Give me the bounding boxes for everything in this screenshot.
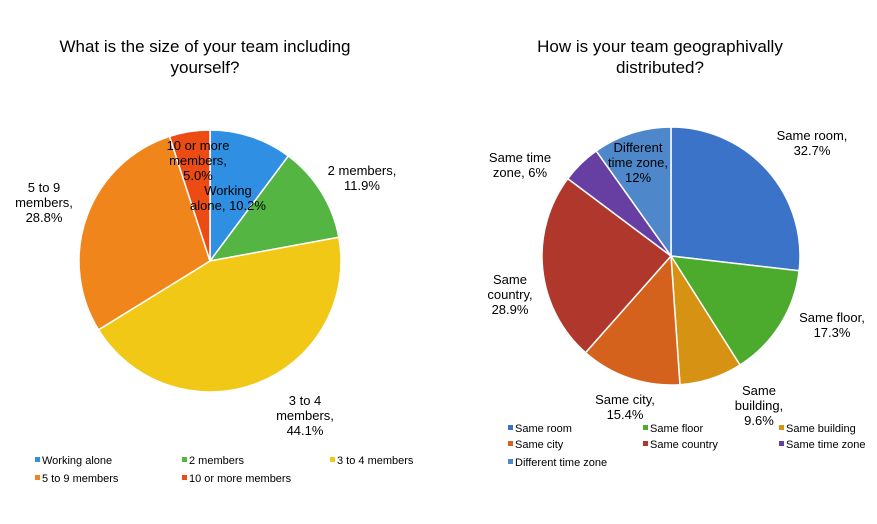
legend-swatch <box>643 425 648 430</box>
chart-1-title: What is the size of your team including … <box>59 37 351 77</box>
legend-swatch <box>182 475 187 480</box>
legend-swatch <box>182 457 187 462</box>
slice-2-members <box>208 154 340 263</box>
legend-item-same-building: Same building <box>779 423 856 435</box>
slice-3-to-4-members <box>97 236 342 393</box>
legend-swatch <box>35 457 40 462</box>
chart-1: Working alone, 10.2% 2 members, 11.9% 3 to 4… <box>15 129 414 485</box>
legend-label: Same city <box>515 439 564 451</box>
legend-swatch <box>779 441 784 446</box>
slice-same-room <box>670 126 801 272</box>
legend-label: Same country <box>650 439 718 451</box>
chart-2: Same room, 32.7% Same floor, 17.3% Same build… <box>487 126 865 469</box>
legend-label: 2 members <box>189 455 245 467</box>
data-label-same-building: Same building, 9.6% <box>735 383 783 428</box>
slice-different-time-zone <box>595 126 672 259</box>
legend-item-same-floor: Same floor <box>643 423 704 435</box>
slice-5-to-9-members <box>78 135 211 331</box>
legend-swatch <box>508 441 513 446</box>
legend-item-same-room: Same room <box>508 423 572 435</box>
data-label-same-room: Same room, 32.7% <box>777 128 848 158</box>
slice-same-country <box>541 177 673 354</box>
data-label-5-to-9-members: 5 to 9 members, 28.8% <box>15 180 73 225</box>
legend-swatch <box>330 457 335 462</box>
legend-label: 10 or more members <box>189 473 292 485</box>
legend-swatch <box>508 425 513 430</box>
legend-swatch <box>35 475 40 480</box>
slice-10-or-more-members <box>168 129 211 262</box>
data-label-2-members: 2 members, 11.9% <box>328 163 397 193</box>
legend-label: Different time zone <box>515 457 607 469</box>
legend-item-2-members: 2 members <box>182 455 245 467</box>
legend-label: Same time zone <box>786 439 865 451</box>
legend-label: 3 to 4 members <box>337 455 414 467</box>
slice-same-city <box>584 254 681 386</box>
legend-label: Same building <box>786 423 856 435</box>
legend-label: Working alone <box>42 455 112 467</box>
data-label-10-or-more-members: 10 or more members, 5.0% <box>167 138 230 183</box>
legend-item-5-to-9-members: 5 to 9 members <box>35 473 119 485</box>
legend-item-3-to-4-members: 3 to 4 members <box>330 455 414 467</box>
data-label-working-alone: Working alone, 10.2% <box>190 183 266 213</box>
legend-swatch <box>508 459 513 464</box>
legend-swatch <box>643 441 648 446</box>
legend-item-same-country: Same country <box>643 439 718 451</box>
legend-label: Same room <box>515 423 572 435</box>
legend-item-same-time-zone: Same time zone <box>779 439 865 451</box>
data-label-same-floor: Same floor, 17.3% <box>799 310 865 340</box>
data-label-same-city: Same city, 15.4% <box>595 392 655 422</box>
data-label-different-time-zone: Different time zone, 12% <box>608 140 668 185</box>
legend-swatch <box>779 425 784 430</box>
legend-item-10-or-more-members: 10 or more members <box>182 473 292 485</box>
legend-label: 5 to 9 members <box>42 473 119 485</box>
legend-item-same-city: Same city <box>508 439 564 451</box>
data-label-same-country: Same country, 28.9% <box>487 272 532 317</box>
slice-working-alone <box>209 129 290 264</box>
legend-item-different-time-zone: Different time zone <box>508 457 607 469</box>
data-label-same-time-zone: Same time zone, 6% <box>489 150 551 180</box>
chart-2-title: How is your team geographivally distribu… <box>537 37 783 77</box>
slice-same-floor <box>669 255 800 367</box>
legend-item-working-alone: Working alone <box>35 455 112 467</box>
data-label-3-to-4-members: 3 to 4 members, 44.1% <box>276 393 334 438</box>
legend-label: Same floor <box>650 423 704 435</box>
